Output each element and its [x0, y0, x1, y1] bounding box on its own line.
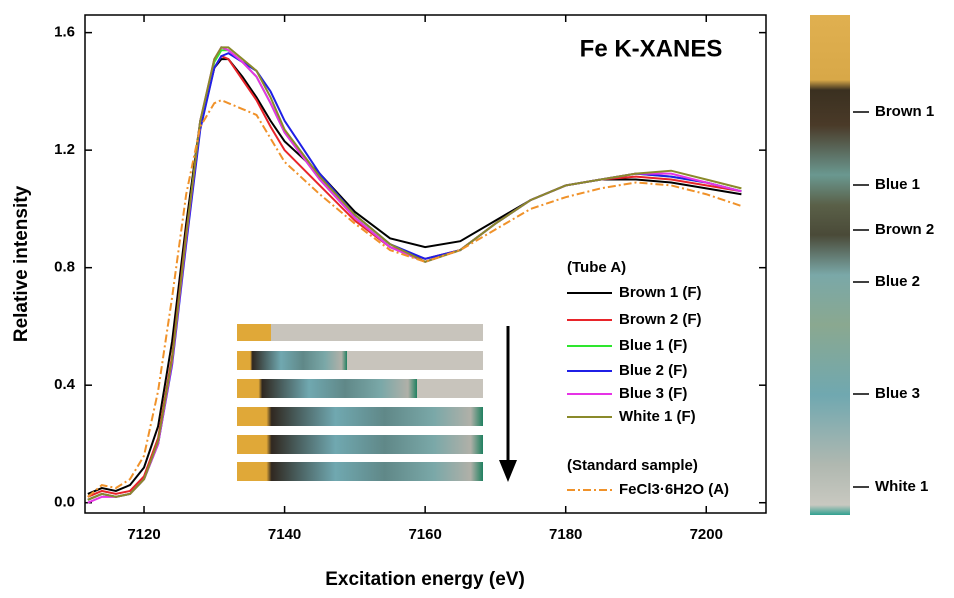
tube-photo: [810, 15, 850, 515]
series-line: [87, 49, 742, 501]
y-tick-label: 1.6: [54, 24, 75, 41]
legend-label: Brown 1 (F): [619, 284, 702, 301]
y-tick-label: 1.2: [54, 141, 75, 158]
y-tick-label: 0.4: [54, 376, 76, 393]
series-line: [87, 58, 742, 495]
legend-label: Blue 2 (F): [619, 362, 687, 379]
legend-heading: (Tube A): [567, 259, 626, 276]
y-tick-label: 0.8: [54, 259, 75, 276]
x-tick-label: 7160: [408, 526, 441, 543]
tube-label: White 1: [875, 478, 928, 495]
annotation: Fe K-XANES: [580, 35, 723, 62]
legend-label: Blue 3 (F): [619, 385, 687, 402]
tube-label: Brown 2: [875, 221, 934, 238]
legend-label: Blue 1 (F): [619, 337, 687, 354]
tube-label: Blue 2: [875, 273, 920, 290]
x-tick-label: 7140: [268, 526, 301, 543]
plot-lines: [87, 46, 742, 504]
legend-label: FeCl3·6H2O (A): [619, 481, 729, 498]
x-tick-label: 7200: [690, 526, 723, 543]
series-line: [87, 54, 742, 498]
x-axis-label: Excitation energy (eV): [325, 569, 525, 590]
tube-label: Blue 1: [875, 176, 920, 193]
series-line: [87, 46, 742, 501]
tube-label: Brown 1: [875, 103, 934, 120]
series-line: [87, 99, 742, 498]
y-tick-label: 0.0: [54, 494, 75, 511]
tube-label: Blue 3: [875, 385, 920, 402]
legend-heading: (Standard sample): [567, 457, 698, 474]
series-line: [87, 52, 742, 501]
legend-label: Brown 2 (F): [619, 311, 702, 328]
y-axis-label: Relative intensity: [11, 185, 32, 342]
legend-label: White 1 (F): [619, 408, 696, 425]
x-tick-label: 7180: [549, 526, 582, 543]
series-line: [87, 46, 742, 504]
x-tick-label: 7120: [127, 526, 160, 543]
inset-photo: [237, 324, 517, 482]
